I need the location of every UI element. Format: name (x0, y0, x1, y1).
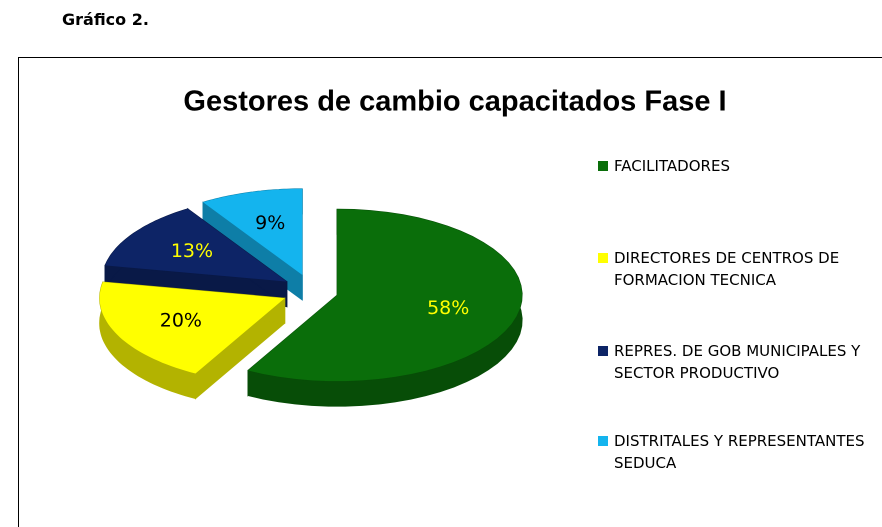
legend-label: DIRECTORES DE CENTROS DE FORMACION TECNI… (614, 249, 840, 289)
legend-entry: DISTRITALES Y REPRESENTANTES SEDUCA (598, 430, 873, 474)
legend-label: FACILITADORES (614, 157, 730, 175)
legend-swatch (598, 436, 608, 446)
chart-frame (18, 57, 882, 527)
legend-swatch (598, 161, 608, 171)
data-label: 9% (255, 212, 285, 234)
chart-title: Gestores de cambio capacitados Fase I (183, 86, 726, 118)
legend-swatch (598, 253, 608, 263)
data-label: 58% (427, 297, 469, 319)
slice (99, 282, 285, 374)
caption: Gráfico 2. (62, 10, 149, 29)
legend-label: REPRES. DE GOB MUNICIPALES Y SECTOR PROD… (614, 342, 861, 382)
slice (105, 208, 287, 282)
legend-entry: REPRES. DE GOB MUNICIPALES Y SECTOR PROD… (598, 340, 873, 384)
legend-swatch (598, 346, 608, 356)
legend-entry: DIRECTORES DE CENTROS DE FORMACION TECNI… (598, 247, 873, 291)
legend-label: DISTRITALES Y REPRESENTANTES SEDUCA (614, 432, 865, 472)
slice (248, 209, 523, 382)
data-label: 20% (160, 309, 202, 331)
slice (203, 188, 303, 275)
data-label: 13% (171, 240, 213, 262)
legend-entry: FACILITADORES (598, 155, 873, 177)
